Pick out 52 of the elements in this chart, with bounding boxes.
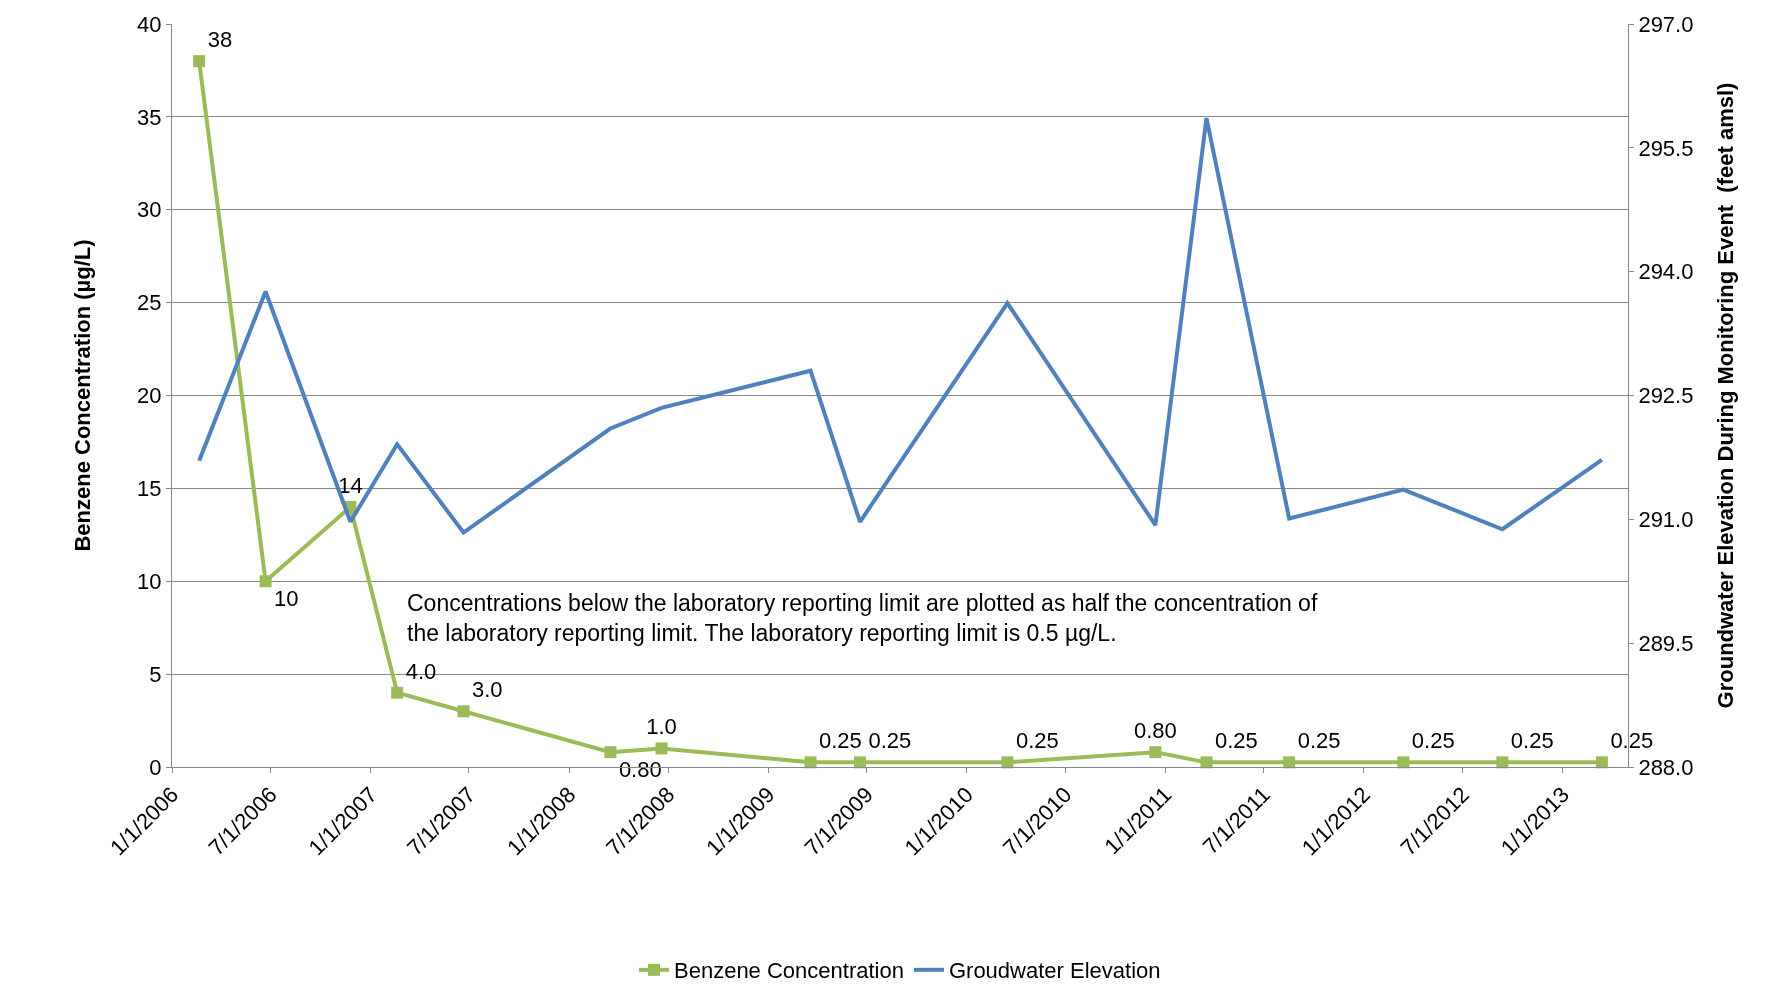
data-label: 0.80 [1133,718,1177,744]
legend-label: Benzene Concentration [674,958,904,984]
y2-axis-title: Groundwater Elevation During Monitoring Event (feet amsl) [1713,82,1739,709]
data-label: 0.25 [1297,728,1341,754]
point [655,742,668,755]
point [1001,756,1014,769]
y-tick-label: 0 [149,754,162,780]
data-label: 4.0 [405,658,437,684]
y2-tick-label: 297.0 [1638,11,1694,37]
point [1595,756,1608,769]
y-tick-label: 35 [137,104,162,130]
data-label: 38 [207,27,233,53]
data-label: 0.25 [868,728,912,754]
point [1283,756,1296,769]
point [1496,756,1509,769]
y-tick-label: 5 [149,661,162,687]
data-label: 0.25 [1510,728,1554,754]
y-tick-label: 10 [137,568,162,594]
point [391,686,404,699]
y-tick-label: 40 [137,11,162,37]
y-tick-label: 25 [137,290,162,316]
y2-tick-label: 294.0 [1638,259,1694,285]
point [1149,746,1162,759]
point [854,756,867,769]
point [457,705,470,718]
line-series [197,116,1604,535]
point [1397,756,1410,769]
point [259,575,272,588]
data-label: 0.25 [1610,728,1654,754]
y-tick-label: 30 [137,197,162,223]
y-tick-label: 15 [137,476,162,502]
point [804,756,817,769]
point [1200,756,1213,769]
point [193,55,206,68]
point [604,746,617,759]
legend-label: Groudwater Elevation [948,958,1161,984]
data-label: 3.0 [472,677,503,703]
data-label: 10 [274,586,299,612]
y2-tick-label: 288.0 [1638,754,1694,780]
data-label: 0.25 [1411,728,1455,754]
data-label: 14 [338,472,363,498]
y2-tick-label: 289.5 [1638,630,1694,656]
data-label: 1.0 [646,714,677,740]
data-label: 0.25 [819,728,862,754]
y2-tick-label: 291.0 [1638,507,1694,533]
data-label: 0.25 [1015,728,1059,754]
data-label: 0.25 [1214,728,1258,754]
y-axis-title: Benzene Concentration (µg/L) [69,239,95,552]
annotation: Concentrations below the laboratory reporting limit are plotted as half the concentration of the laboratory reporting limit. The laboratory reporting limit is 0.5 µg/L. [407,590,1318,646]
y-tick-label: 20 [137,383,162,409]
y2-tick-label: 292.5 [1638,383,1694,409]
y2-tick-label: 295.5 [1638,135,1694,161]
